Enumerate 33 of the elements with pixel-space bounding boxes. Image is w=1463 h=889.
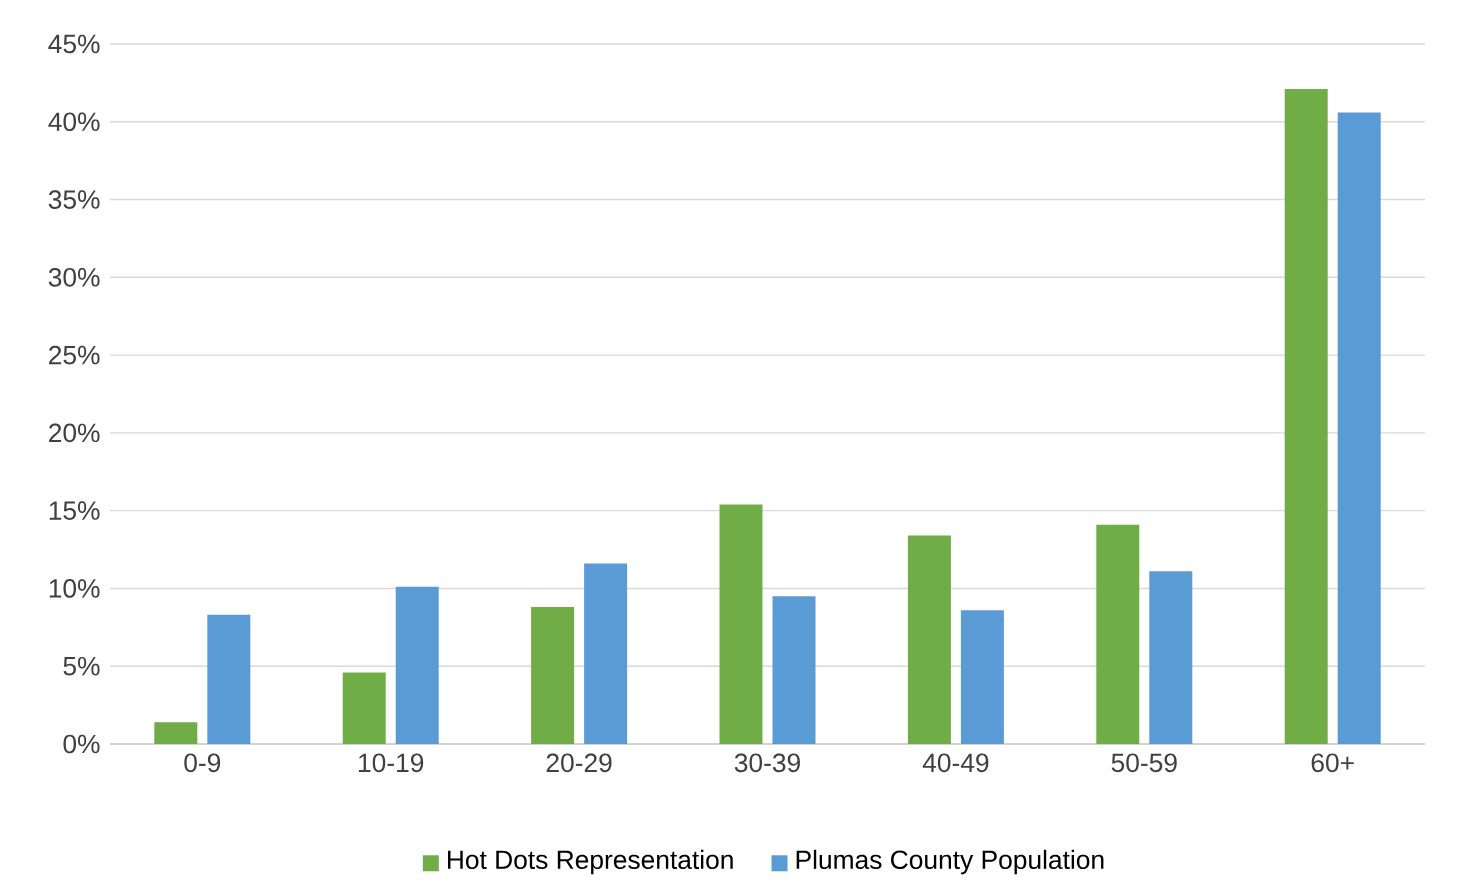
y-tick-label: 25%: [49, 345, 100, 365]
bar: [1284, 89, 1328, 744]
bar: [1149, 571, 1193, 744]
x-tick-label: 50-59: [1111, 753, 1177, 773]
bar: [772, 596, 816, 744]
bar: [395, 586, 439, 744]
y-tick-label: 45%: [48, 34, 100, 54]
x-tick-label: 20-29: [546, 753, 612, 773]
x-tick-label: 60+: [1311, 753, 1354, 773]
x-tick-label: 10-19: [358, 753, 424, 773]
y-tick-label: 0%: [63, 734, 100, 754]
y-tick-label: 10%: [49, 579, 100, 598]
y-tick-label: 15%: [49, 501, 100, 520]
y-tick-label: 30%: [48, 267, 100, 287]
x-tick-label: 40-49: [922, 753, 989, 773]
y-tick-label: 40%: [48, 112, 100, 132]
bar: [207, 614, 251, 744]
bar: [531, 607, 575, 744]
bar: [960, 610, 1004, 744]
bar: [907, 535, 951, 744]
x-tick-label: 30-39: [734, 753, 800, 773]
x-tick-label: 0-9: [184, 753, 221, 773]
bar: [342, 672, 386, 744]
y-tick-label: 35%: [48, 190, 100, 209]
legend-label: Plumas County Population: [796, 849, 1104, 875]
legend-label: Hot Dots Representation: [447, 849, 733, 875]
bar: [1337, 112, 1381, 744]
bar: [1096, 524, 1140, 744]
bar: [584, 563, 628, 744]
y-tick-label: 20%: [49, 423, 100, 443]
bar: [154, 722, 198, 744]
y-tick-label: 5%: [63, 656, 100, 676]
bar: [719, 504, 763, 744]
